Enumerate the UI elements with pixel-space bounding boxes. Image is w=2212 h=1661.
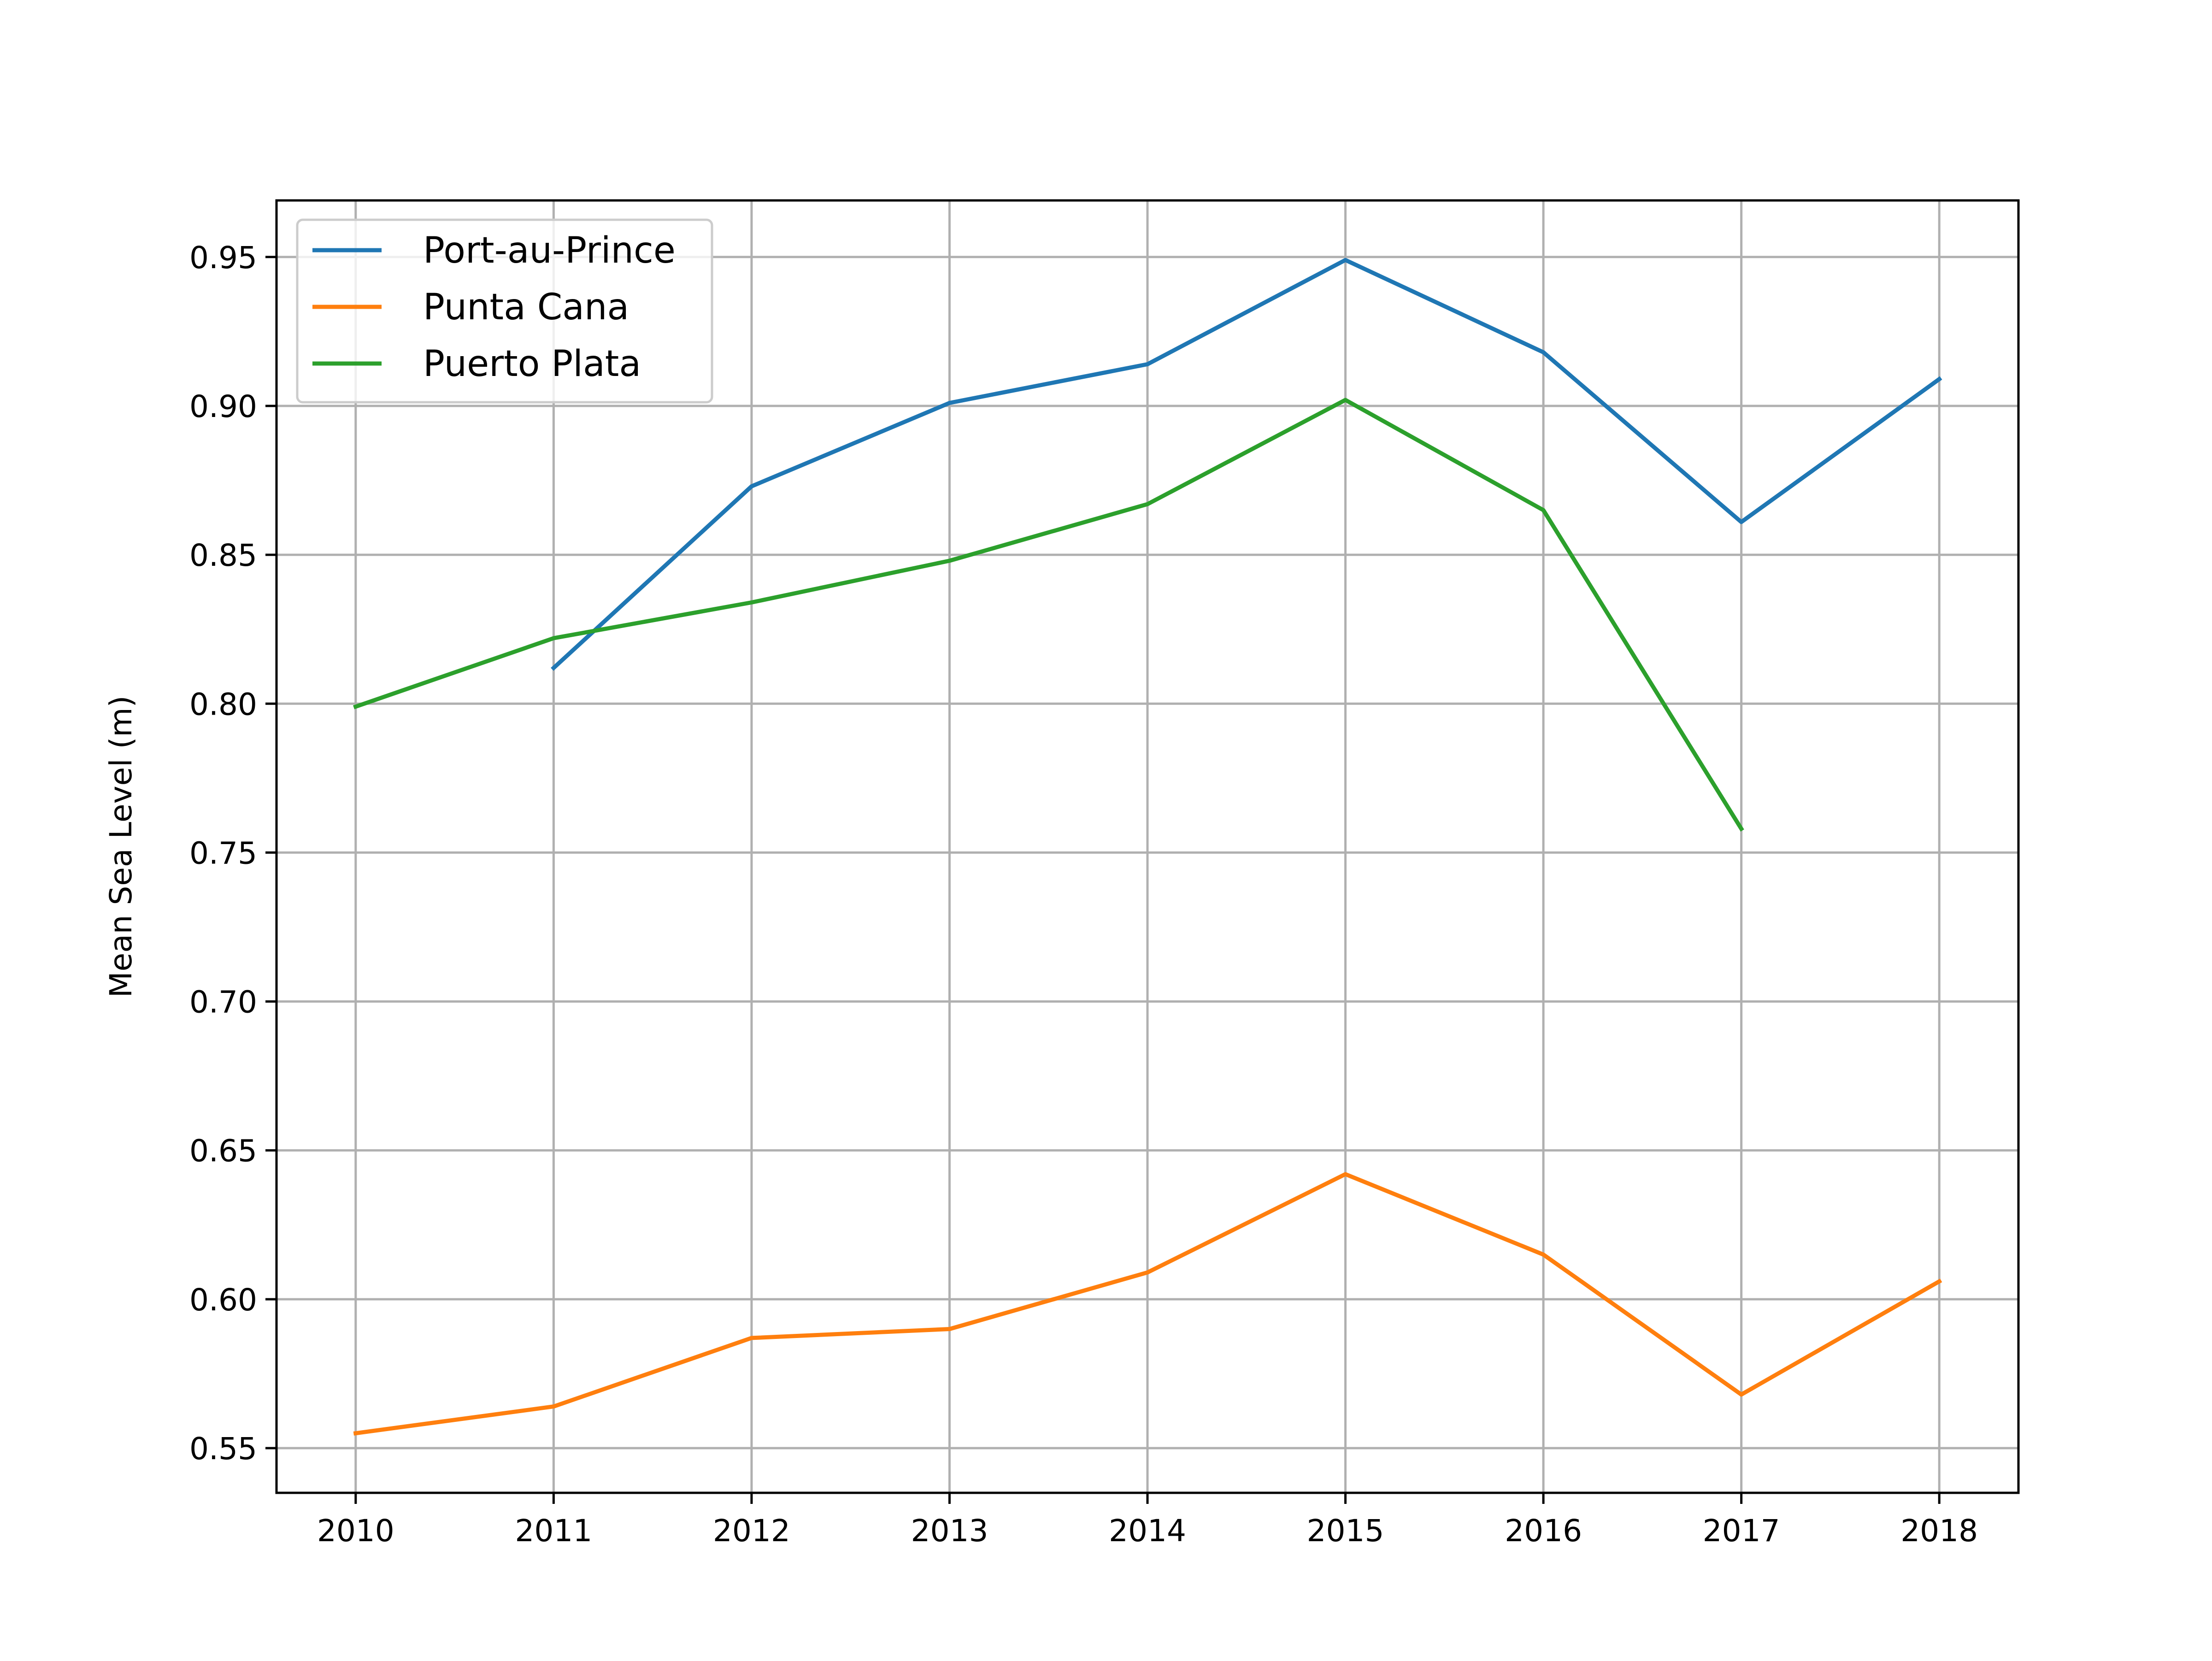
y-tick-label: 0.95	[189, 240, 257, 276]
legend: Port-au-Prince Punta Cana Puerto Plata	[296, 218, 713, 404]
y-tick-label: 0.65	[189, 1133, 257, 1169]
y-tick-label: 0.70	[189, 985, 257, 1020]
legend-label-puerto-plata: Puerto Plata	[423, 343, 641, 385]
y-tick-label: 0.55	[189, 1431, 257, 1467]
x-tick-label: 2011	[515, 1513, 592, 1549]
y-tick-label: 0.75	[189, 835, 257, 871]
x-tick-label: 2018	[1900, 1513, 1978, 1549]
series-lines	[353, 258, 1942, 1436]
y-tick-label: 0.60	[189, 1282, 257, 1318]
x-tick-label: 2017	[1703, 1513, 1780, 1549]
y-axis-title: Mean Sea Level (m)	[103, 696, 139, 998]
gridlines	[276, 200, 2018, 1493]
y-tick-label: 0.80	[189, 687, 257, 722]
y-tick-label: 0.90	[189, 389, 257, 424]
x-tick-label: 2013	[911, 1513, 988, 1549]
series-line-punta-cana	[353, 1172, 1942, 1436]
x-tick-label: 2015	[1307, 1513, 1384, 1549]
legend-box	[296, 218, 713, 404]
legend-label-port-au-prince: Port-au-Prince	[423, 230, 676, 271]
tick-labels: 2010 2011 2012 2013 2014 2015 2016 2017 2018 0.55…	[189, 240, 1978, 1549]
x-tick-label: 2014	[1109, 1513, 1186, 1549]
x-tick-label: 2010	[317, 1513, 394, 1549]
x-tick-label: 2016	[1505, 1513, 1582, 1549]
legend-label-punta-cana: Punta Cana	[423, 287, 629, 328]
y-tick-label: 0.85	[189, 538, 257, 573]
series-line-puerto-plata	[353, 398, 1744, 832]
series-line-port-au-prince	[551, 258, 1942, 671]
x-tick-label: 2012	[713, 1513, 790, 1549]
axis-ticks	[265, 256, 1941, 1504]
